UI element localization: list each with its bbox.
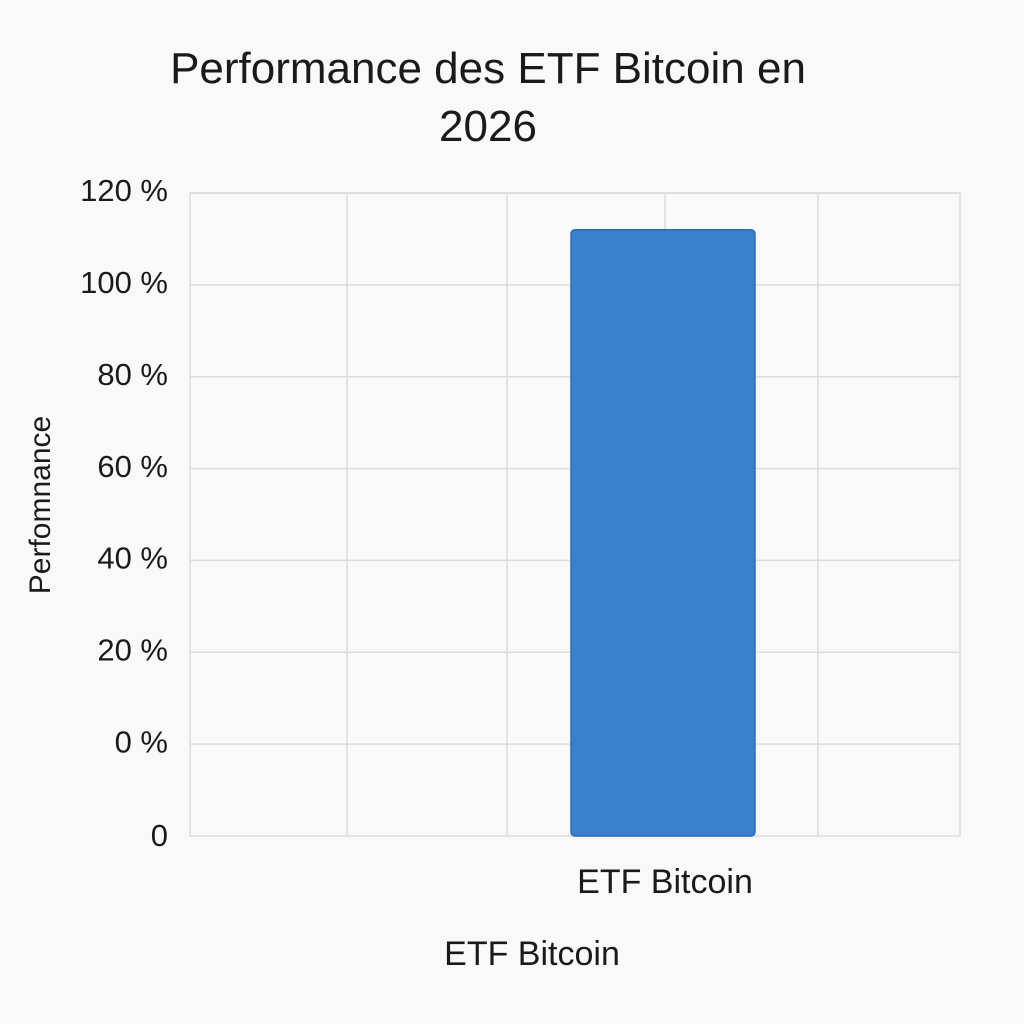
y-axis-title: Perfomnance (24, 416, 57, 594)
y-tick-label: 100 % (80, 265, 168, 300)
x-axis-title: ETF Bitcoin (444, 935, 620, 973)
chart-title: Performance des ETF Bitcoin en 2026 (170, 44, 806, 151)
y-tick-label: 60 % (97, 449, 168, 484)
y-tick-label: 120 % (80, 173, 168, 208)
baseline-label: 0 (151, 818, 168, 853)
y-tick-label: 0 % (115, 724, 168, 759)
x-tick-label: ETF Bitcoin (577, 863, 753, 901)
y-tick-label: 80 % (97, 357, 168, 392)
y-tick-label: 20 % (97, 632, 168, 667)
bar (570, 228, 756, 837)
y-tick-label: 40 % (97, 541, 168, 576)
